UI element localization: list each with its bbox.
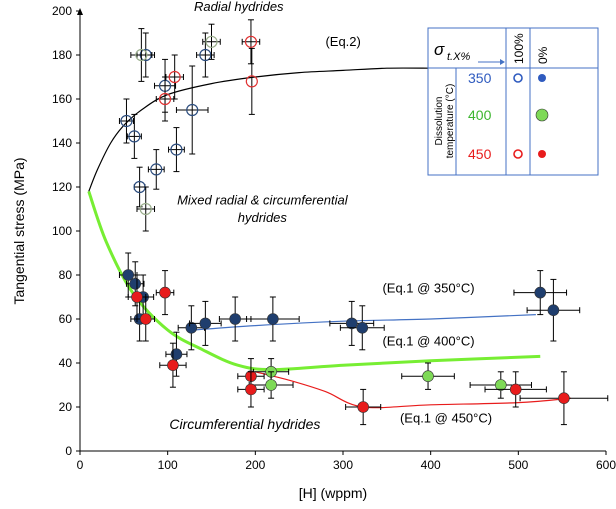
marker-filled (423, 371, 434, 382)
point-450-open (246, 48, 257, 114)
annotation-radial: Radial hydrides (194, 0, 284, 14)
legend-side-label: Dissolution (434, 97, 445, 146)
annotation-mixed1: Mixed radial & circumferential (177, 193, 349, 208)
point-450-filled (520, 372, 608, 425)
point-400-filled (402, 363, 455, 389)
point-400-filled (470, 372, 531, 398)
marker-filled (267, 314, 278, 325)
x-tick-label: 300 (333, 458, 353, 472)
y-tick-label: 140 (52, 136, 72, 150)
marker-filled (266, 380, 277, 391)
x-tick-label: 0 (77, 458, 84, 472)
legend-column-100: 100% (512, 33, 526, 64)
marker-filled (200, 318, 211, 329)
point-450-open (156, 77, 174, 121)
point-450-filled (156, 271, 174, 315)
y-tick-label: 40 (59, 356, 73, 370)
annotation-mixed2: hydrides (238, 210, 288, 225)
y-tick-label: 160 (52, 92, 72, 106)
legend-header: σ (434, 40, 445, 59)
point-450-filled (346, 389, 381, 424)
annotation-eq2: (Eq.2) (325, 34, 360, 49)
marker-filled (357, 322, 368, 333)
legend-header-subscript: t.X% (447, 51, 470, 63)
point-350-filled (178, 306, 204, 350)
marker-filled (495, 380, 506, 391)
marker-filled (245, 384, 256, 395)
legend-marker-filled (536, 109, 548, 121)
marker-filled (123, 270, 134, 281)
legend-row-label: 400 (468, 107, 492, 123)
marker-filled (167, 360, 178, 371)
marker-filled (358, 402, 369, 413)
point-350-filled (190, 301, 222, 345)
y-tick-label: 200 (52, 4, 72, 18)
point-350-open (148, 150, 164, 190)
marker-filled (186, 322, 197, 333)
annotation-circ: Circumferential hydrides (169, 416, 320, 432)
x-tick-label: 400 (421, 458, 441, 472)
legend-column-0: 0% (536, 46, 550, 64)
legend-marker-filled (538, 150, 546, 158)
point-350-open (169, 128, 185, 172)
marker-filled (131, 292, 142, 303)
y-tick-label: 80 (59, 268, 73, 282)
point-450-open (166, 55, 184, 99)
marker-filled (160, 287, 171, 298)
y-tick-label: 180 (52, 48, 72, 62)
point-350-filled (247, 297, 300, 341)
point-350-open (176, 66, 208, 154)
point-350-filled (330, 301, 374, 345)
y-tick-label: 120 (52, 180, 72, 194)
point-450-filled (238, 372, 264, 407)
y-axis-label: Tangential stress (MPa) (11, 157, 27, 304)
legend-marker-filled (538, 74, 546, 82)
legend-row-label: 450 (468, 146, 492, 162)
legend-side-label: temperature (°C) (445, 84, 456, 159)
point-400-open (131, 29, 152, 82)
x-tick-label: 100 (158, 458, 178, 472)
marker-filled (510, 384, 521, 395)
y-tick-label: 100 (52, 224, 72, 238)
x-tick-label: 600 (596, 458, 616, 472)
x-axis-label: [H] (wppm) (299, 485, 367, 501)
point-350-filled (527, 279, 580, 341)
point-350-filled (340, 306, 384, 350)
marker-filled (230, 314, 241, 325)
y-tick-label: 60 (59, 312, 73, 326)
annotation-eq350: (Eq.1 @ 350°C) (382, 281, 474, 296)
x-tick-label: 500 (508, 458, 528, 472)
annotation-eq450: (Eq.1 @ 450°C) (400, 410, 492, 425)
marker-filled (346, 318, 357, 329)
marker-filled (140, 314, 151, 325)
point-450-open (242, 20, 260, 64)
marker-filled (130, 278, 141, 289)
marker-filled (558, 393, 569, 404)
marker-filled (535, 287, 546, 298)
x-tick-label: 200 (245, 458, 265, 472)
legend: σ t.X% 100% 0% Dissolution temperature (°C) 35… (428, 28, 598, 175)
annotation-eq400: (Eq.1 @ 400°C) (382, 333, 474, 348)
y-tick-label: 20 (59, 400, 73, 414)
point-450-filled (160, 343, 186, 387)
marker-filled (548, 305, 559, 316)
legend-row-label: 350 (468, 70, 492, 86)
y-tick-label: 0 (65, 444, 72, 458)
